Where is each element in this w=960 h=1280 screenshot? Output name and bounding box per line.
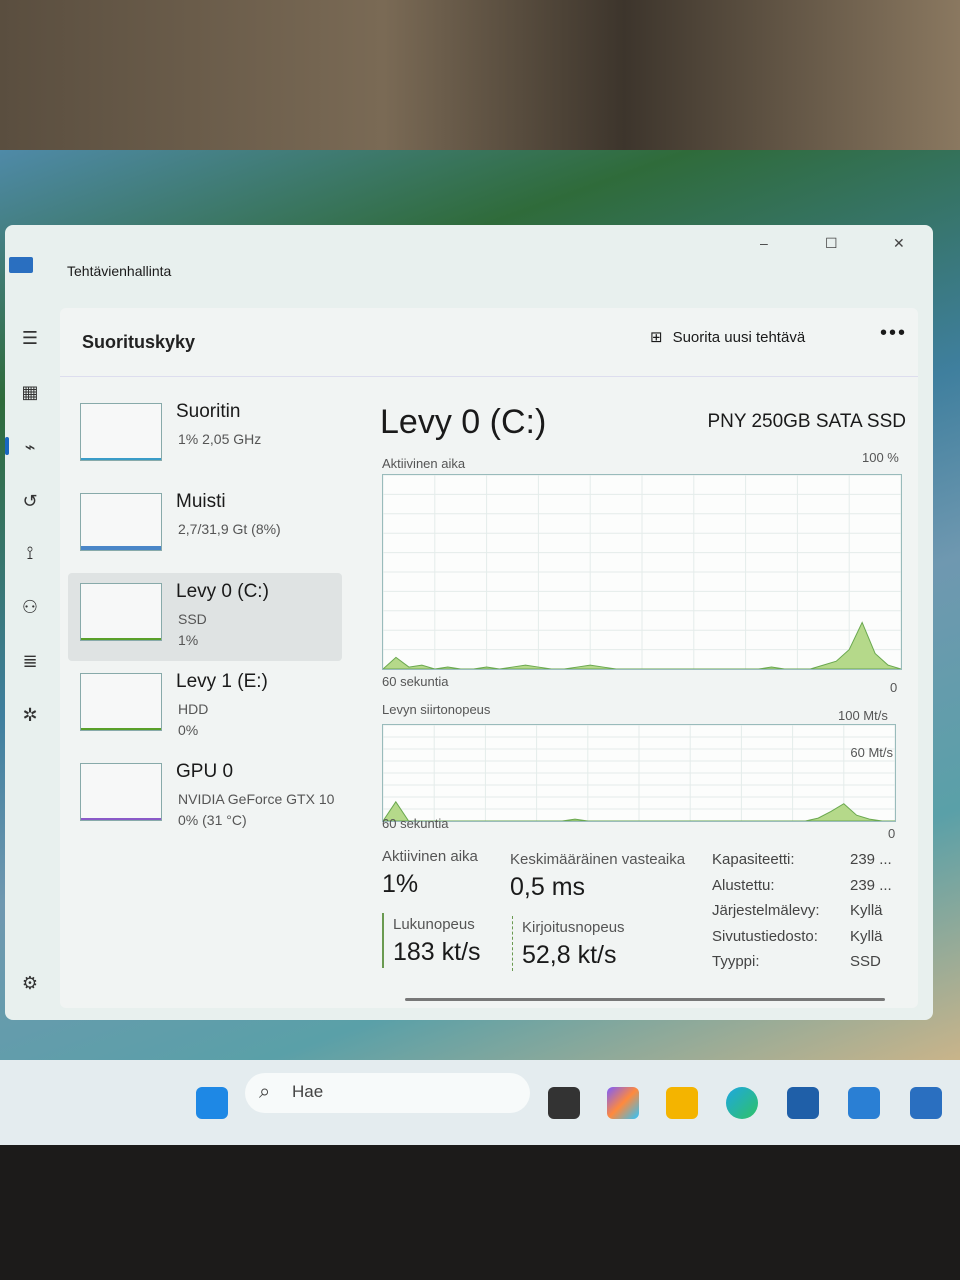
- property-value: 239 ...: [850, 851, 892, 868]
- thumbnail-line: [81, 638, 161, 640]
- window-title: Tehtävienhallinta: [67, 263, 172, 279]
- start-button-icon[interactable]: [196, 1087, 228, 1119]
- sidebar-item-detail: 1% 2,05 GHz: [178, 431, 262, 447]
- details-icon[interactable]: ≣: [22, 651, 38, 672]
- sidebar-item-usage: 0% (31 °C): [178, 812, 247, 828]
- sidebar-item[interactable]: Suoritin 1% 2,05 GHz: [68, 393, 342, 481]
- sidebar-item-name: Muisti: [176, 491, 226, 512]
- maximize-button[interactable]: ☐: [825, 235, 838, 251]
- sidebar-item-name: GPU 0: [176, 761, 234, 782]
- run-new-task-label: Suorita uusi tehtävä: [672, 328, 806, 346]
- sidebar-thumbnail-graph: [80, 673, 162, 731]
- divider: [60, 376, 918, 377]
- read-speed-value: 183 kt/s: [393, 938, 481, 966]
- minimize-button[interactable]: –: [760, 235, 768, 251]
- task-manager-window: Tehtävienhallinta – ☐ ✕ ☰ ▦ ⌁ ↺ ⟟ ⚇ ≣ ✲ …: [5, 225, 933, 1020]
- chart2-mid: 60 Mt/s: [850, 745, 893, 760]
- sidebar-item[interactable]: Levy 1 (E:) HDD 0%: [68, 663, 342, 751]
- edge-browser-icon[interactable]: [726, 1087, 758, 1119]
- sidebar-thumbnail-graph: [80, 403, 162, 461]
- search-icon: ⌕: [259, 1079, 271, 1103]
- run-new-task-button[interactable]: ⊞ Suorita uusi tehtävä: [650, 328, 806, 347]
- chart1-max: 100 %: [862, 450, 899, 465]
- sidebar-item[interactable]: Muisti 2,7/31,9 Gt (8%): [68, 483, 342, 571]
- sidebar-item-detail: 2,7/31,9 Gt (8%): [178, 521, 281, 537]
- file-explorer-icon[interactable]: [666, 1087, 698, 1119]
- sidebar-item-usage: 1%: [178, 632, 199, 648]
- room-background: [0, 0, 960, 150]
- sidebar-item-name: Levy 0 (C:): [176, 581, 269, 602]
- services-icon[interactable]: ✲: [22, 705, 38, 726]
- sidebar-item-usage: 0%: [178, 722, 199, 738]
- microsoft-store-icon[interactable]: [787, 1087, 819, 1119]
- app-history-icon[interactable]: ↺: [22, 491, 38, 512]
- sidebar-item-name: Levy 1 (E:): [176, 671, 268, 692]
- sidebar-thumbnail-graph: [80, 583, 162, 641]
- title-bar: Tehtävienhallinta – ☐ ✕: [5, 225, 933, 295]
- sidebar-thumbnail-graph: [80, 763, 162, 821]
- task-view-icon[interactable]: [548, 1087, 580, 1119]
- performance-icon[interactable]: ⌁: [24, 437, 36, 458]
- close-button[interactable]: ✕: [893, 235, 905, 251]
- active-time-value: 1%: [382, 870, 419, 898]
- property-value: 239 ...: [850, 876, 892, 894]
- task-manager-app-icon: [9, 257, 33, 273]
- disk-title: Levy 0 (C:): [380, 403, 547, 441]
- property-label: Sivutustiedosto:: [712, 927, 818, 945]
- page-title: Suorituskyky: [82, 332, 196, 352]
- chart1-xlabel: 60 sekuntia: [382, 674, 449, 689]
- read-speed-label: Lukunopeus: [393, 916, 475, 933]
- processes-icon[interactable]: ▦: [21, 382, 39, 403]
- sidebar-item[interactable]: Levy 0 (C:) SSD 1%: [68, 573, 342, 661]
- property-value: Kyllä: [850, 927, 883, 945]
- property-label: Tyyppi:: [712, 953, 760, 970]
- new-task-icon: ⊞: [650, 329, 663, 346]
- thumbnail-line: [81, 818, 161, 820]
- write-indicator: [512, 916, 513, 971]
- taskbar-search[interactable]: ⌕ Hae: [245, 1073, 530, 1113]
- task-manager-taskbar-icon[interactable]: [910, 1087, 942, 1119]
- sidebar-item-detail: NVIDIA GeForce GTX 10: [178, 791, 335, 807]
- users-icon[interactable]: ⚇: [21, 597, 39, 618]
- horizontal-scrollbar[interactable]: [405, 998, 885, 1001]
- sidebar-item[interactable]: GPU 0 NVIDIA GeForce GTX 10 0% (31 °C): [68, 753, 342, 841]
- active-time-label: Aktiivinen aika: [382, 848, 478, 865]
- sidebar-item-detail: HDD: [178, 701, 209, 717]
- settings-gear-icon[interactable]: ⚙: [21, 973, 39, 994]
- hamburger-menu-icon[interactable]: ☰: [21, 328, 39, 349]
- copilot-icon[interactable]: [607, 1087, 639, 1119]
- property-value: Kyllä: [850, 902, 883, 919]
- chart2-min: 0: [888, 826, 896, 841]
- chart2-xlabel: 60 sekuntia: [382, 816, 449, 831]
- write-speed-label: Kirjoitusnopeus: [522, 919, 625, 936]
- outlook-icon[interactable]: [848, 1087, 880, 1119]
- property-value: SSD: [850, 953, 881, 970]
- transfer-rate-chart: 60 Mt/s: [382, 724, 896, 822]
- response-time-value: 0,5 ms: [510, 873, 586, 901]
- chart1-min: 0: [890, 680, 898, 695]
- active-indicator: [5, 437, 9, 455]
- chart1-label: Aktiivinen aika: [382, 456, 466, 471]
- performance-panel: Suorituskyky ⊞ Suorita uusi tehtävä ••• …: [60, 308, 918, 1008]
- active-time-chart: [381, 474, 902, 670]
- chart2-max: 100 Mt/s: [838, 708, 888, 723]
- thumbnail-line: [81, 728, 161, 730]
- monitor-stand-background: [0, 1145, 960, 1280]
- property-label: Kapasiteetti:: [712, 851, 795, 868]
- thumbnail-line: [81, 458, 161, 460]
- read-indicator: [382, 913, 384, 968]
- search-placeholder: Hae: [292, 1082, 324, 1101]
- more-options-button[interactable]: •••: [880, 322, 908, 344]
- write-speed-value: 52,8 kt/s: [522, 941, 617, 969]
- property-label: Järjestelmälevy:: [712, 902, 820, 919]
- response-time-label: Keskimääräinen vasteaika: [510, 851, 686, 868]
- disk-model: PNY 250GB SATA SSD: [707, 411, 906, 432]
- thumbnail-line: [81, 546, 161, 550]
- sidebar-item-detail: SSD: [178, 611, 207, 627]
- property-label: Alustettu:: [712, 876, 775, 894]
- sidebar-item-name: Suoritin: [176, 401, 241, 422]
- chart2-label: Levyn siirtonopeus: [382, 702, 491, 717]
- startup-apps-icon[interactable]: ⟟: [26, 543, 34, 564]
- sidebar-thumbnail-graph: [80, 493, 162, 551]
